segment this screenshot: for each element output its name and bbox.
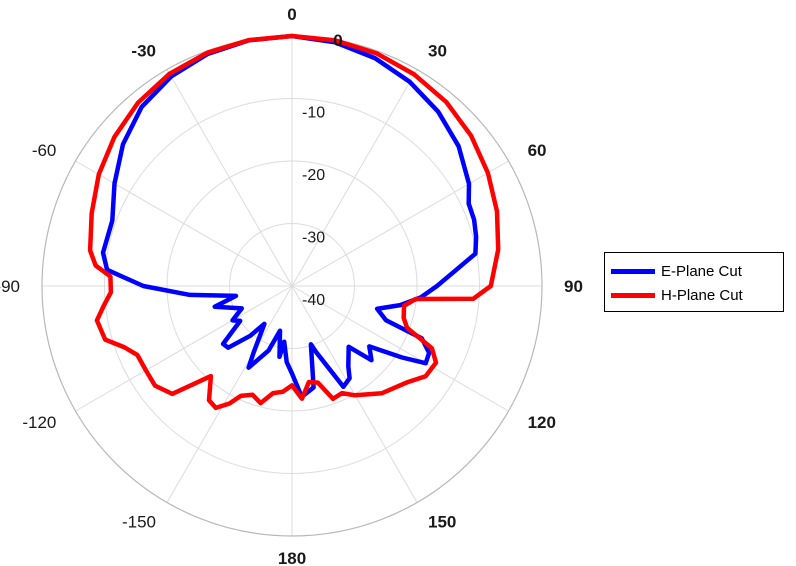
angle-tick-label: 0 [287, 5, 296, 24]
grid-ring [166, 160, 418, 412]
angle-tick-label: -120 [22, 413, 56, 432]
r-tick-label: -30 [302, 230, 325, 247]
legend: E-Plane Cut H-Plane Cut [604, 252, 784, 312]
angle-tick-label: -150 [122, 513, 156, 532]
r-tick-label: -40 [302, 292, 325, 309]
series-line-h-plane [87, 33, 501, 411]
angle-tick-label: 60 [528, 141, 547, 160]
series-line-e-plane [100, 33, 479, 400]
legend-item-h-plane: H-Plane Cut [605, 284, 743, 306]
angle-tick-label: 90 [564, 277, 583, 296]
legend-item-e-plane: E-Plane Cut [605, 260, 742, 282]
tick-labels: -10 -20 -30 -40 0 30 60 90 120 150 180 -150 -120 -90 -… [0, 5, 583, 566]
legend-swatch-e-plane [611, 268, 655, 274]
legend-label-h-plane: H-Plane Cut [661, 286, 743, 304]
angle-tick-label: 120 [528, 413, 556, 432]
legend-swatch-h-plane [611, 292, 655, 298]
angle-tick-label: 150 [428, 513, 456, 532]
r-tick-label: -10 [302, 105, 325, 122]
angle-tick-label: 180 [278, 549, 306, 566]
angle-tick-label: 30 [428, 41, 447, 60]
r-tick-label: -20 [302, 167, 325, 184]
legend-label-e-plane: E-Plane Cut [661, 262, 742, 280]
grid-ring [229, 223, 355, 349]
angle-stray-label: 0 [333, 31, 342, 50]
series-layer [87, 33, 501, 411]
grid-ring [104, 98, 480, 474]
angle-tick-label: -60 [32, 141, 57, 160]
polar-grid [41, 35, 543, 537]
angle-tick-label: -90 [0, 277, 20, 296]
angle-tick-label: -30 [131, 41, 156, 60]
